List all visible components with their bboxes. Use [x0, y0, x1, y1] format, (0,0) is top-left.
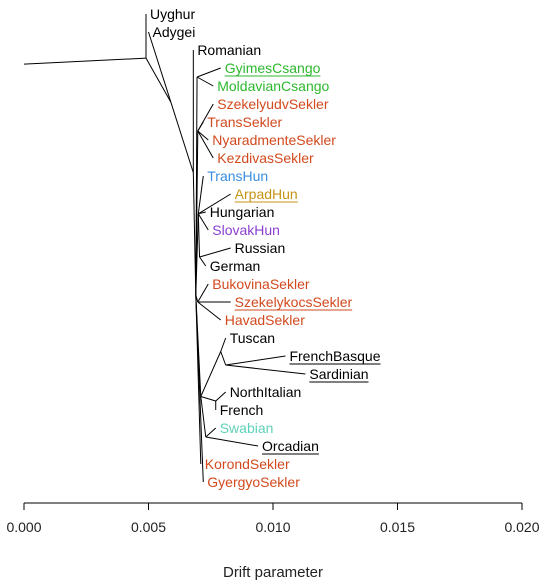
leaf-szekelykocssekler: SzekelykocsSekler [234, 294, 353, 311]
leaf-label: TransHun [207, 168, 268, 184]
leaf-label: Sardinian [309, 366, 368, 382]
leaf-label: Romanian [197, 42, 261, 58]
leaf-frenchbasque: FrenchBasque [289, 348, 381, 365]
leaf-russian: Russian [235, 240, 286, 256]
leaf-branch [197, 213, 209, 231]
leaf-branch [199, 247, 231, 258]
leaf-label: TransSekler [207, 114, 282, 130]
internal-branch [195, 213, 199, 296]
internal-branch [145, 57, 172, 103]
leaf-romanian: Romanian [197, 42, 261, 58]
leaf-moldaviancsango: MoldavianCsango [217, 78, 329, 94]
leaf-branch [205, 427, 217, 438]
leaf-tuscan: Tuscan [230, 330, 275, 346]
internal-branch [197, 213, 201, 258]
leaf-branch [197, 130, 214, 159]
x-axis-label: Drift parameter [223, 564, 323, 581]
leaf-label: Uyghur [150, 6, 195, 22]
leaf-swabian: Swabian [220, 420, 274, 436]
leaf-arpadhun: ArpadHun [234, 186, 298, 203]
leaf-bukovinasekler: BukovinaSekler [212, 276, 310, 292]
internal-branch [195, 130, 199, 296]
leaf-orcadian: Orcadian [262, 438, 319, 455]
x-tick-label: 0.005 [131, 519, 166, 535]
leaf-northitalian: NorthItalian [230, 384, 302, 400]
x-tick-label: 0.000 [6, 519, 41, 535]
leaf-label: SlovakHun [212, 222, 280, 238]
leaf-label: GyergyoSekler [207, 474, 300, 490]
leaf-branch [197, 175, 204, 214]
leaf-label: Russian [235, 240, 286, 256]
leaf-adygei: Adygei [153, 24, 196, 40]
internal-branch [192, 172, 197, 296]
internal-branch [23, 57, 147, 65]
leaf-uyghur: Uyghur [150, 6, 195, 22]
internal-branch [170, 102, 194, 173]
leaf-branch [196, 67, 221, 78]
leaf-label: Hungarian [210, 204, 275, 220]
leaf-german: German [210, 258, 261, 274]
internal-branch [220, 351, 227, 366]
leaf-label: ArpadHun [235, 186, 298, 202]
leaf-branch [225, 364, 306, 375]
leaf-kezdivassekler: KezdivasSekler [217, 150, 314, 166]
x-tick-label: 0.020 [504, 519, 539, 535]
leaf-label: BukovinaSekler [212, 276, 310, 292]
leaf-french: French [220, 402, 264, 418]
leaf-hungarian: Hungarian [210, 204, 275, 220]
leaf-gyimescsango: GyimesCsango [224, 60, 321, 77]
leaf-label: NyaradmenteSekler [212, 132, 336, 148]
leaf-branch [197, 130, 209, 141]
leaf-branch [195, 295, 204, 483]
tree-branches [23, 14, 306, 483]
leaf-label: French [220, 402, 264, 418]
leaf-branch [197, 301, 222, 321]
leaf-label: Adygei [153, 24, 196, 40]
leaf-havadsekler: HavadSekler [225, 312, 305, 328]
leaf-branch [225, 355, 286, 366]
leaf-transhun: TransHun [207, 168, 268, 184]
leaf-label: KezdivasSekler [217, 150, 314, 166]
leaf-branch [196, 76, 214, 87]
leaf-label: SzekelykocsSekler [235, 294, 353, 310]
internal-branch [200, 396, 216, 402]
leaf-label: Tuscan [230, 330, 275, 346]
leaf-label: Orcadian [262, 438, 319, 454]
leaf-branch [198, 211, 206, 215]
leaf-label: HavadSekler [225, 312, 305, 328]
leaf-branch [198, 193, 231, 215]
leaf-branch [197, 121, 204, 132]
x-axis-ticks: 0.000 0.005 0.010 0.015 0.020 [6, 503, 540, 535]
internal-branch [200, 396, 207, 438]
leaf-label: German [210, 258, 261, 274]
leaf-gyergyosekler: GyergyoSekler [207, 474, 300, 490]
leaf-label: KorondSekler [205, 456, 290, 472]
leaf-branch [215, 391, 227, 402]
leaf-nyaradmentesekler: NyaradmenteSekler [212, 132, 336, 148]
leaf-branch [199, 256, 207, 267]
leaf-korondsekler: KorondSekler [205, 456, 290, 472]
x-tick-label: 0.015 [380, 519, 415, 535]
leaf-label: SzekelyudvSekler [217, 96, 329, 112]
x-tick-label: 0.010 [255, 519, 290, 535]
leaf-branch [220, 337, 227, 352]
leaf-slovakhun: SlovakHun [212, 222, 280, 238]
leaf-label: Swabian [220, 420, 274, 436]
leaf-branch [197, 283, 209, 303]
leaf-label: GyimesCsango [225, 60, 321, 76]
leaf-branch [148, 31, 172, 103]
x-axis: 0.000 0.005 0.010 0.015 0.020 Drift paramete… [6, 502, 540, 581]
leaf-sardinian: Sardinian [309, 366, 369, 383]
leaf-label: FrenchBasque [289, 348, 380, 364]
leaf-branch [205, 436, 259, 447]
internal-branch [200, 351, 222, 397]
leaf-transsekler: TransSekler [207, 114, 282, 130]
leaf-label: NorthItalian [230, 384, 302, 400]
leaf-label: MoldavianCsango [217, 78, 329, 94]
leaf-szekelyudvsekler: SzekelyudvSekler [217, 96, 329, 112]
